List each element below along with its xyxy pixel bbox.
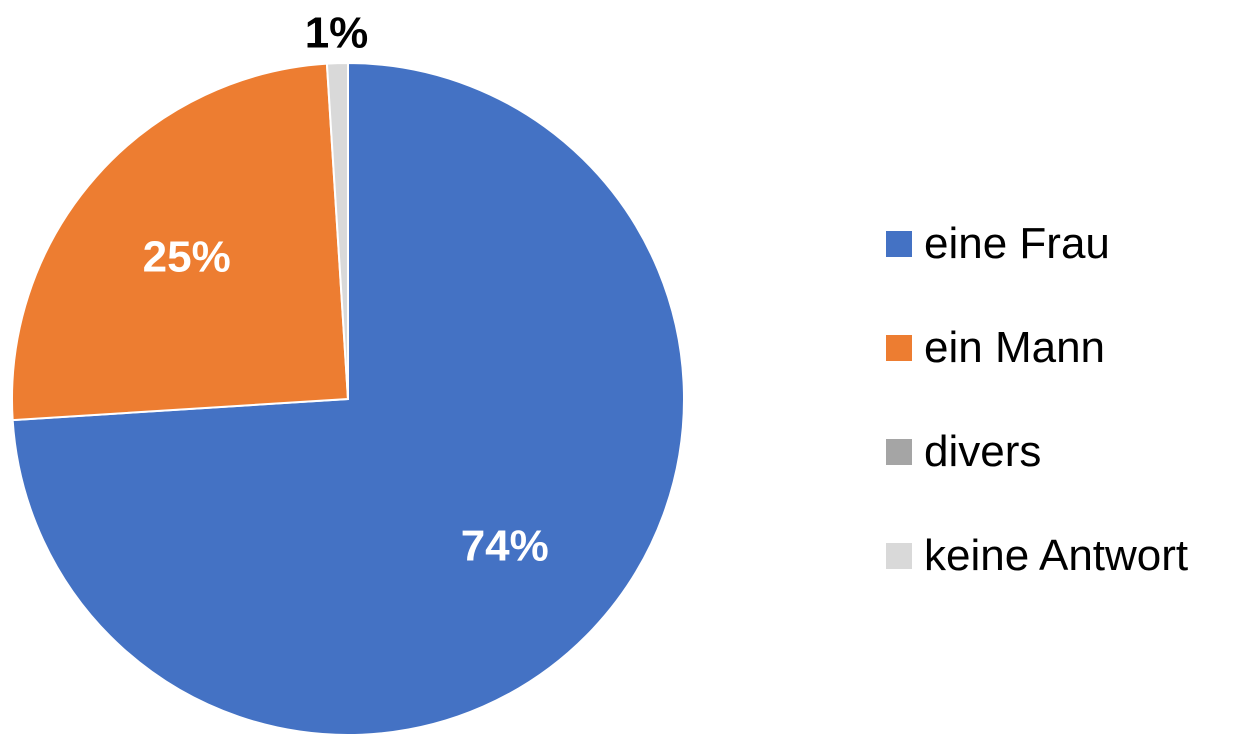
legend: eine Frau ein Mann divers keine Antwort [886, 192, 1188, 608]
legend-item-ein-mann: ein Mann [886, 296, 1188, 400]
data-label-keine-antwort: 1% [305, 9, 369, 58]
legend-swatch [886, 543, 912, 569]
data-label-ein-mann: 25% [143, 232, 231, 281]
legend-item-keine-antwort: keine Antwort [886, 504, 1188, 608]
legend-item-divers: divers [886, 400, 1188, 504]
pie-data-labels: 74% 25% 1% [143, 9, 549, 571]
data-label-eine-frau: 74% [461, 522, 549, 571]
legend-swatch [886, 439, 912, 465]
pie-slice-keine-antwort [325, 61, 349, 400]
pie-slice-ein-mann [11, 62, 350, 422]
pie-chart: 74% 25% 1% [11, 9, 685, 735]
legend-item-eine-frau: eine Frau [886, 192, 1188, 296]
legend-label: keine Antwort [924, 531, 1189, 580]
legend-label: eine Frau [924, 219, 1110, 268]
legend-swatch [886, 335, 912, 361]
legend-label: ein Mann [924, 323, 1106, 372]
legend-swatch [886, 231, 912, 257]
legend-label: divers [924, 427, 1042, 476]
pie-slices [11, 61, 685, 735]
